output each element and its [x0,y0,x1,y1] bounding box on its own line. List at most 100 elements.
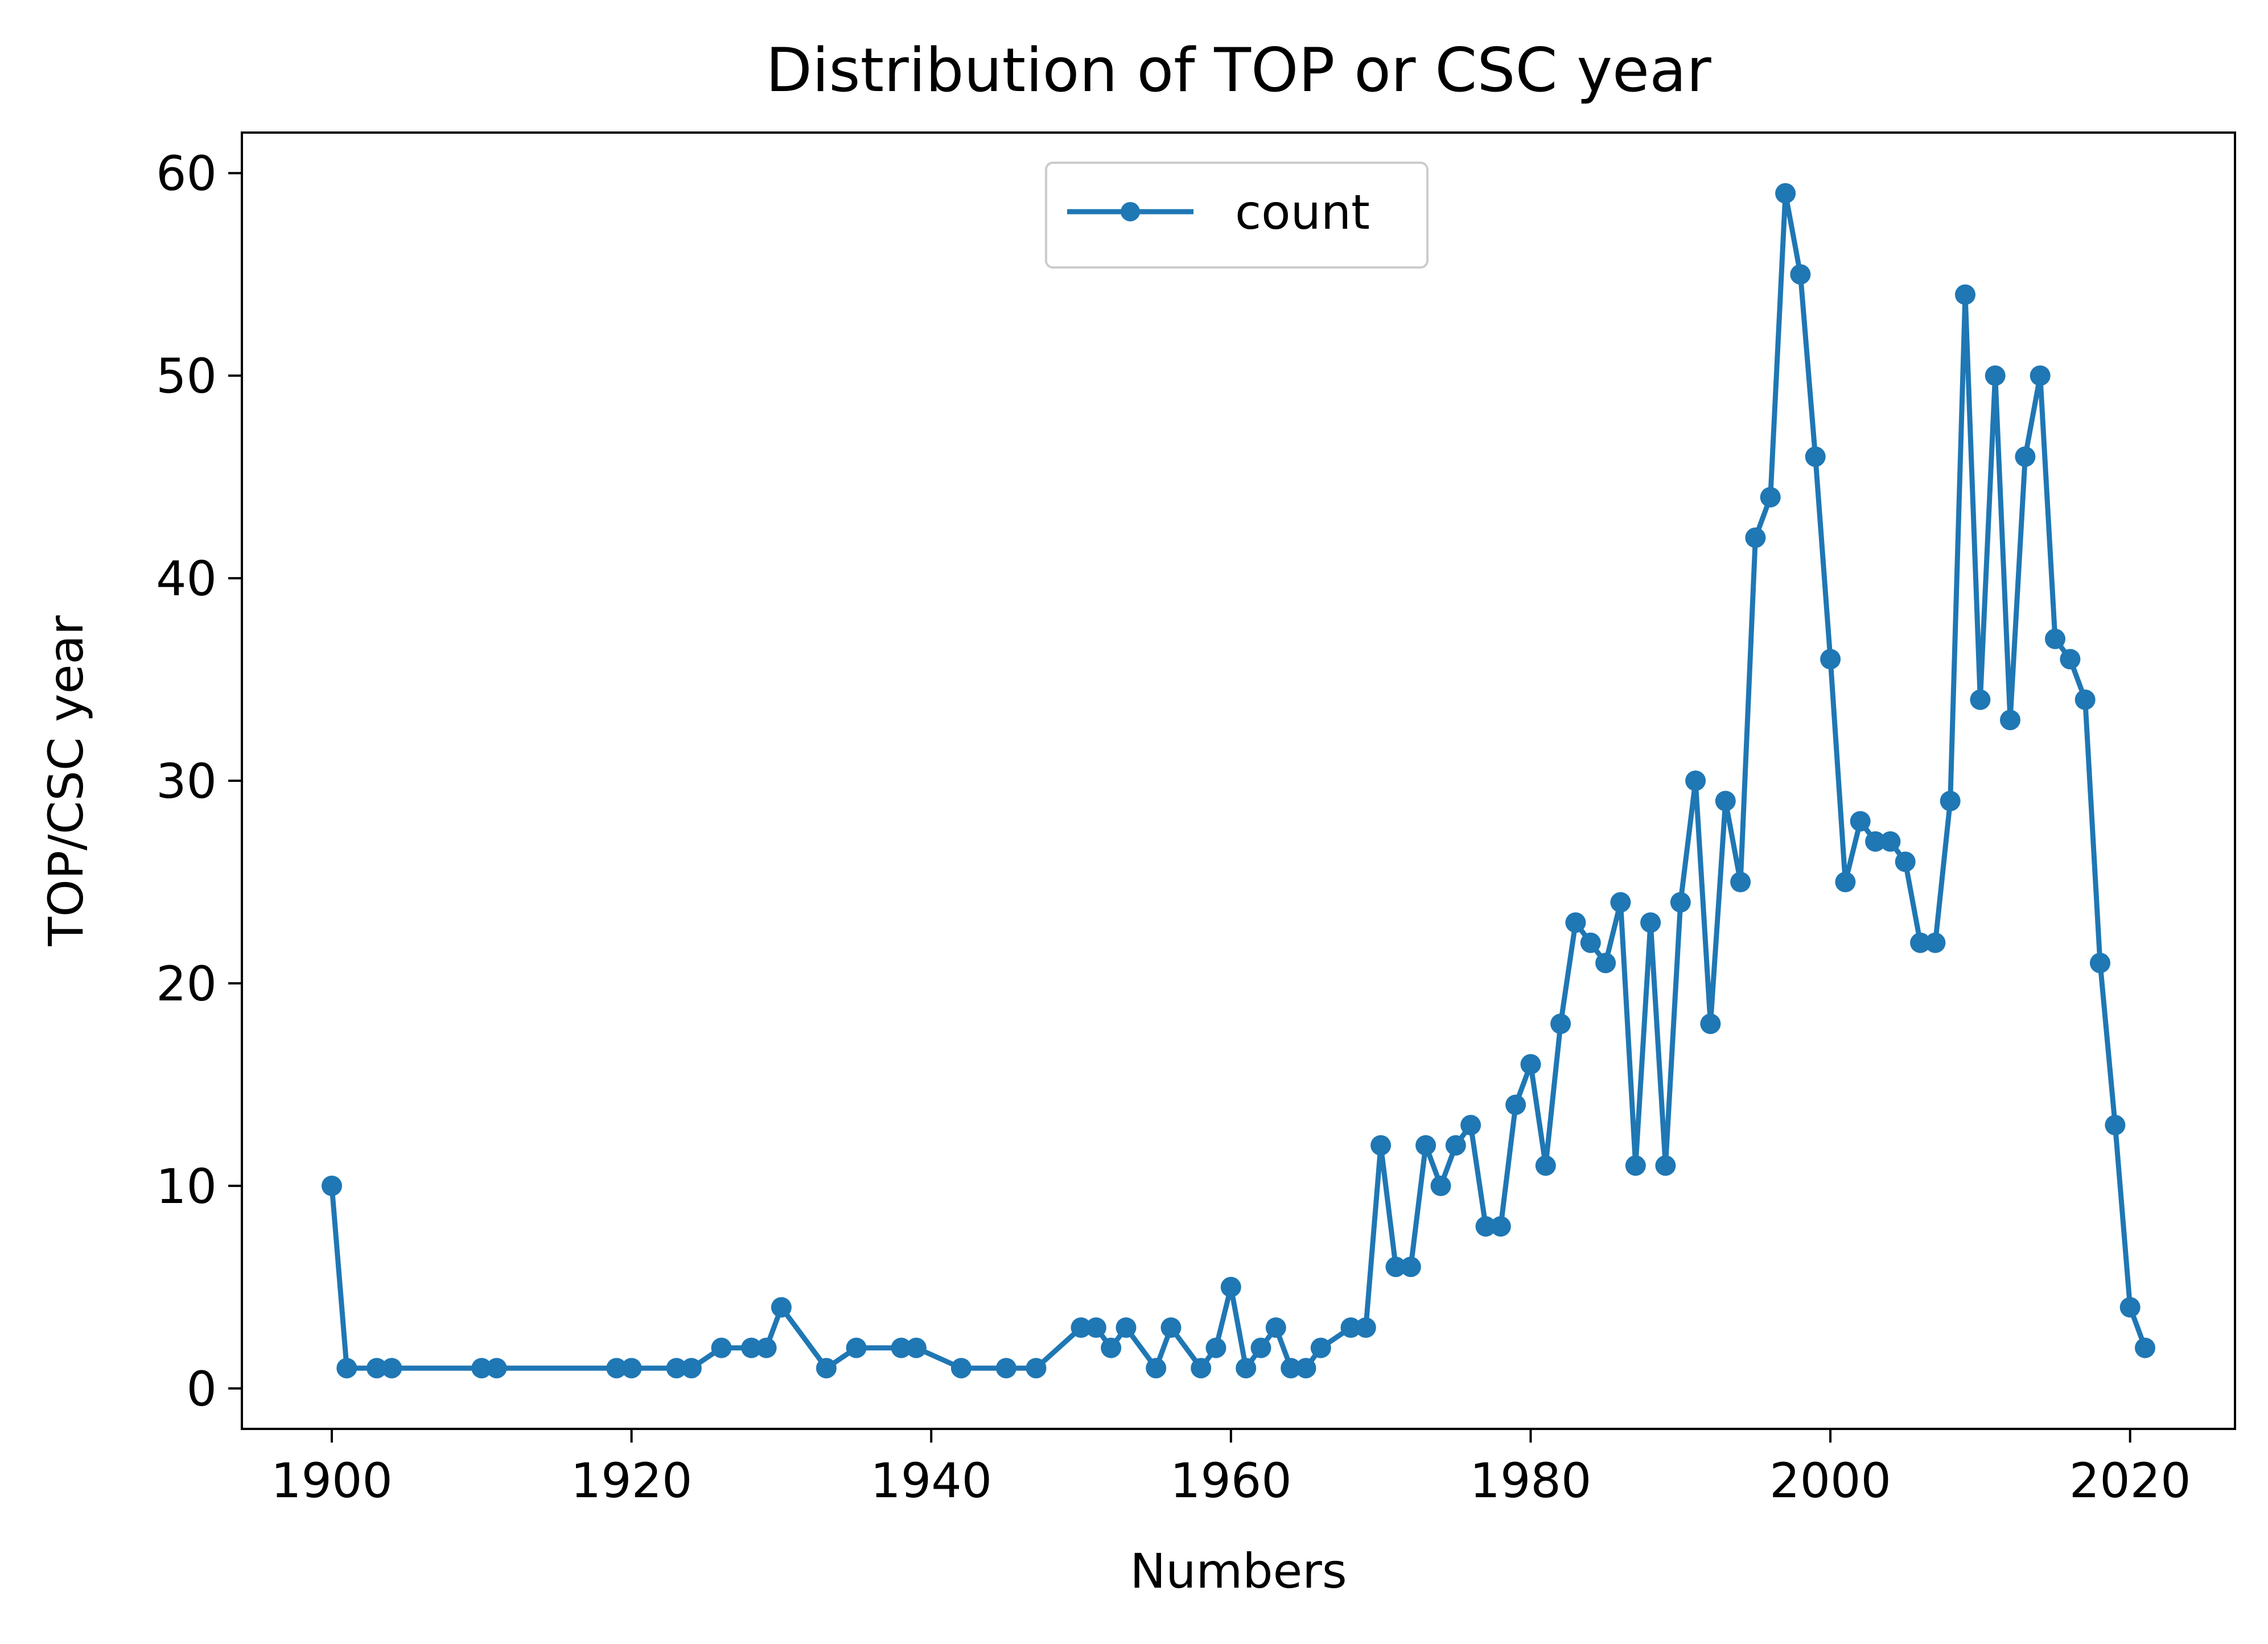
data-point [1101,1337,1122,1358]
data-point [1625,1155,1646,1176]
data-point [816,1358,837,1379]
y-tick-label: 0 [187,1361,217,1417]
data-point [486,1358,507,1379]
legend-box [1045,162,1429,269]
data-point [1670,892,1691,913]
data-point [621,1358,642,1379]
data-point [1160,1317,1182,1338]
data-point [336,1358,357,1379]
plot-frame [241,131,2236,1430]
legend-marker-sample [1121,202,1140,221]
data-point [711,1337,732,1358]
data-point [1281,1358,1302,1379]
data-point [1535,1155,1556,1176]
data-point [1835,872,1856,892]
data-point [2015,446,2036,467]
legend: count [1045,162,1429,269]
y-tick-label: 30 [156,753,217,809]
x-tick-label: 1960 [1170,1453,1292,1509]
data-point [1490,1216,1511,1237]
data-point [1700,1013,1721,1035]
data-point [471,1358,492,1379]
data-point [1685,771,1706,791]
data-point [681,1358,702,1379]
y-axis-ticks: 0 10 20 30 40 50 60 [156,146,242,1417]
data-point [666,1358,687,1379]
data-point [1865,831,1886,852]
data-point [1595,953,1616,974]
data-point [2074,689,2096,710]
data-point [2045,628,2065,649]
data-point [1760,487,1781,508]
data-point [1265,1317,1286,1338]
data-point [1460,1115,1481,1136]
data-point [1640,912,1661,933]
data-point [1940,790,1961,811]
data-point [1295,1358,1316,1379]
x-tick-label: 1900 [271,1453,393,1509]
data-point [1071,1317,1092,1338]
data-point [2060,649,2081,670]
data-point [1475,1216,1496,1237]
data-point [1805,446,1826,467]
x-tick-label: 1920 [571,1453,693,1509]
plot-area [322,183,2155,1379]
data-point [1880,831,1901,852]
data-point [1775,183,1796,204]
x-axis-label: Numbers [1130,1543,1347,1599]
x-tick-label: 1980 [1470,1453,1592,1509]
data-point [1565,912,1586,933]
data-point [1790,264,1811,285]
data-point [1191,1358,1212,1379]
data-point [322,1175,342,1196]
data-point [1520,1054,1541,1075]
data-point [1236,1358,1257,1379]
chart-title: Distribution of TOP or CSC year [765,35,1711,105]
data-point [1385,1256,1406,1278]
data-point [741,1337,762,1358]
data-point [381,1358,402,1379]
data-point [995,1358,1016,1379]
data-point [1910,932,1931,953]
data-point [1026,1358,1047,1379]
data-point [756,1337,777,1358]
data-point [846,1337,867,1358]
data-point [1400,1256,1421,1278]
data-point [367,1358,387,1379]
data-point [1355,1317,1376,1338]
data-point [1085,1317,1106,1338]
data-point [2000,710,2020,731]
data-point [1715,790,1736,811]
data-point [1730,872,1751,892]
data-point [771,1297,792,1318]
y-tick-label: 60 [156,146,217,201]
data-point [1310,1337,1331,1358]
data-point [950,1358,972,1379]
data-point [1970,689,1991,710]
data-point [1340,1317,1361,1338]
y-tick-label: 20 [156,956,217,1012]
data-point [1250,1337,1271,1358]
data-point [1955,284,1975,305]
data-point [1985,365,2006,386]
data-point [1895,851,1916,872]
y-axis-label: TOP/CSC year [38,615,94,947]
data-point [1430,1175,1451,1196]
x-tick-label: 2020 [2069,1453,2191,1509]
data-point [1745,527,1766,548]
data-point [1116,1317,1137,1338]
data-point [1415,1135,1436,1156]
y-tick-label: 50 [156,348,217,404]
data-point [2090,953,2110,974]
data-point [2119,1297,2141,1318]
data-point [1505,1094,1526,1115]
data-point [606,1358,627,1379]
data-point [1370,1135,1392,1156]
y-tick-label: 40 [156,551,217,607]
data-point [1655,1155,1676,1176]
x-axis-ticks: 1900 1920 1940 1960 1980 2000 2020 [271,1429,2191,1509]
data-point [2105,1115,2126,1136]
data-point [1820,649,1841,670]
data-point [905,1337,927,1358]
